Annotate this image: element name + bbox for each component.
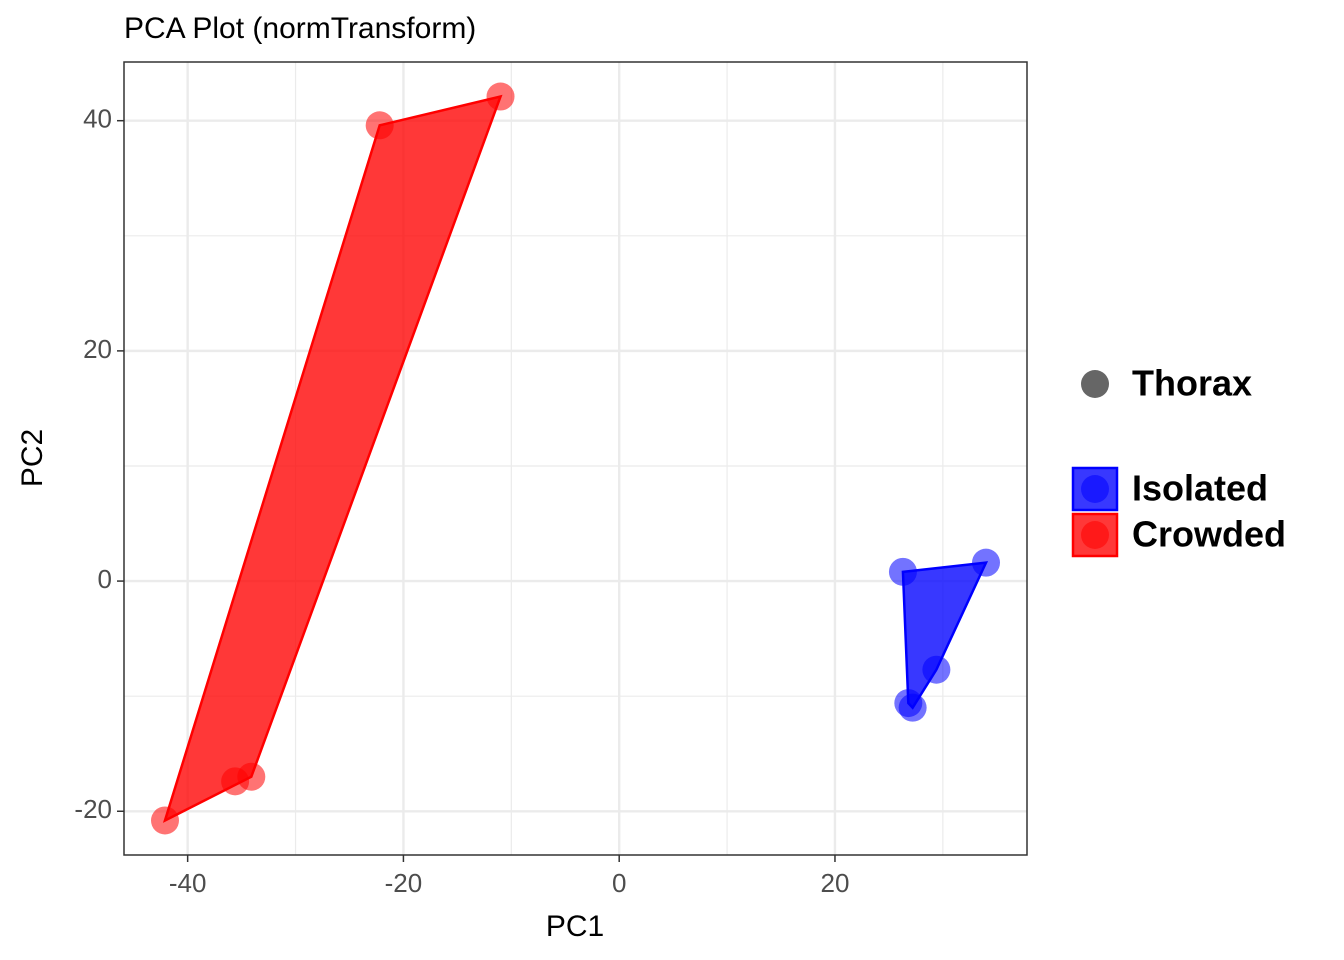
x-tick-label: -40 — [169, 868, 207, 898]
legend-key-point — [1081, 475, 1109, 503]
chart-title: PCA Plot (normTransform) — [124, 12, 476, 45]
point — [888, 557, 917, 586]
y-tick-label: -20 — [74, 794, 112, 824]
point — [365, 111, 394, 140]
point — [486, 82, 515, 111]
legend-key-point — [1081, 521, 1109, 549]
legend-label: Isolated — [1132, 468, 1268, 509]
legend-label: Crowded — [1132, 514, 1286, 555]
point — [922, 655, 951, 684]
x-tick-label: -20 — [385, 868, 423, 898]
plot-border — [123, 61, 1028, 856]
y-tick-label: 40 — [83, 104, 112, 134]
legend-shape — [1081, 370, 1109, 398]
x-axis-title: PC1 — [546, 910, 604, 943]
point — [150, 806, 179, 835]
point — [972, 548, 1001, 577]
y-tick-label: 0 — [98, 564, 112, 594]
point — [898, 693, 927, 722]
x-tick-label: 20 — [821, 868, 850, 898]
y-axis-title: PC2 — [16, 429, 49, 487]
plot-panel — [124, 62, 1027, 855]
y-tick-label: 20 — [83, 334, 112, 364]
x-tick-label: 0 — [612, 868, 626, 898]
legend-label: Thorax — [1132, 363, 1252, 404]
point — [237, 762, 266, 791]
